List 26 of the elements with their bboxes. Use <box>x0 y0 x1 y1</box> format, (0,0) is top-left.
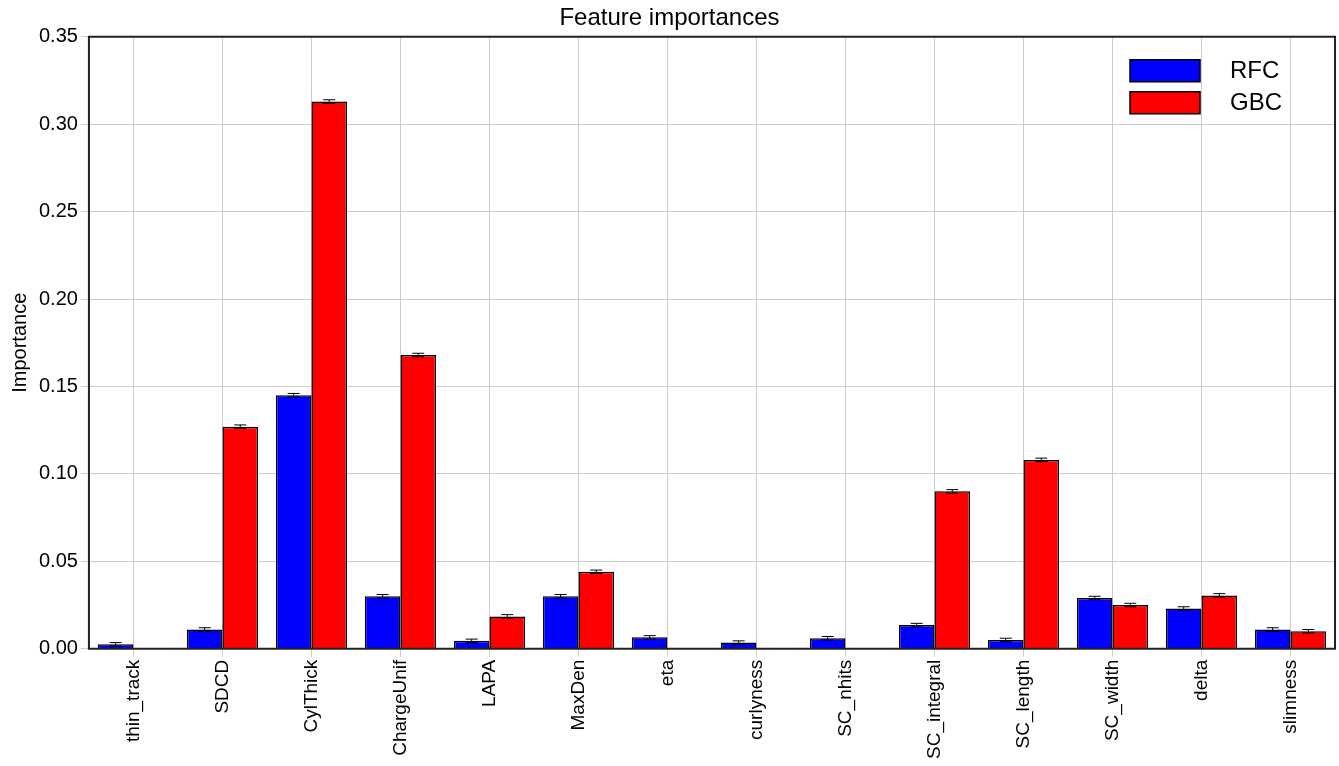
x-tick-label: slimness <box>1278 659 1300 734</box>
y-tick-label: 0.25 <box>38 199 78 222</box>
x-tick-label: LAPA <box>477 659 499 707</box>
legend-label: GBC <box>1230 88 1283 116</box>
x-tick-label: SC_nhits <box>833 659 856 737</box>
x-tick-label: eta <box>655 659 677 687</box>
y-tick-label: 0.00 <box>38 636 78 659</box>
x-tick-label: MaxDen <box>566 659 588 731</box>
x-tick-label: SC_width <box>1100 659 1123 742</box>
legend-label: RFC <box>1230 56 1280 84</box>
y-tick-label: 0.30 <box>38 111 78 134</box>
x-tick-label: curlyness <box>744 659 766 740</box>
x-tick-label: SDCD <box>210 659 232 714</box>
y-tick-label: 0.15 <box>38 373 78 396</box>
y-axis-title: Importance <box>7 292 30 393</box>
chart-title: Feature importances <box>559 3 780 31</box>
x-tick-label: ChargeUnif <box>388 659 410 756</box>
x-tick-label: thin_track <box>121 659 144 743</box>
x-tick-label: delta <box>1189 659 1211 701</box>
y-tick-label: 0.05 <box>38 548 78 571</box>
x-tick-label: SC_length <box>1011 659 1034 749</box>
y-tick-label: 0.35 <box>38 24 78 47</box>
y-tick-label: 0.10 <box>38 461 78 484</box>
x-tick-label: SC_integral <box>922 659 945 759</box>
x-tick-label: CylThick <box>299 659 321 733</box>
y-tick-label: 0.20 <box>38 286 78 309</box>
